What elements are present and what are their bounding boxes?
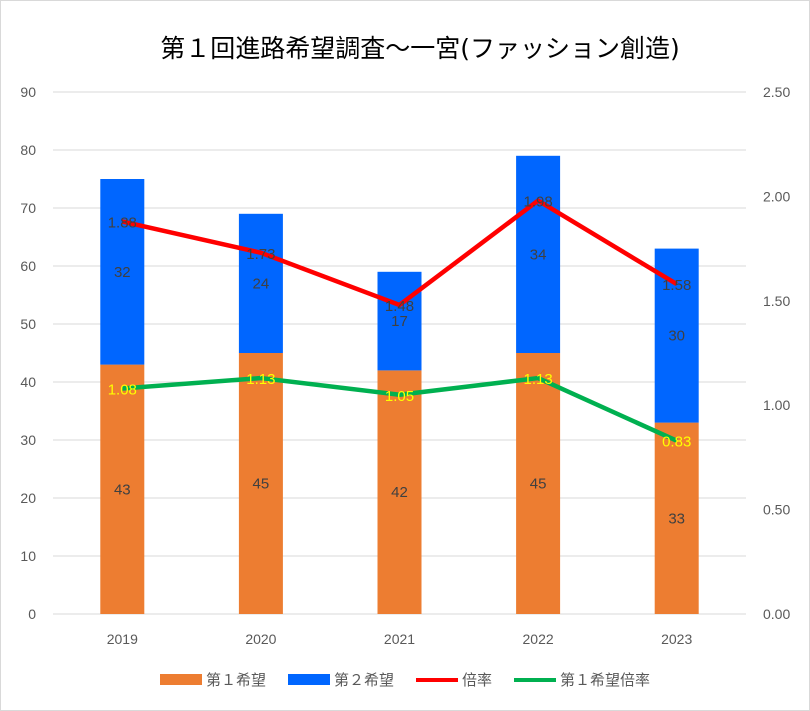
line-data-label: 1.48: [385, 298, 414, 315]
legend-swatch: [287, 674, 330, 685]
bar-data-label: 45: [530, 476, 547, 493]
y2-tick-label: 1.50: [763, 293, 790, 309]
legend-item: 第１希望: [159, 669, 266, 690]
bar: [377, 370, 422, 614]
x-tick-label: 2020: [245, 631, 276, 647]
bar: [377, 271, 422, 371]
bar: [238, 213, 283, 353]
legend-swatch: [416, 677, 458, 682]
line-series: [121, 198, 678, 308]
bar-data-label: 34: [530, 246, 547, 263]
y-tick-label: 90: [20, 84, 36, 100]
bar-data-label: 17: [391, 313, 408, 330]
x-tick-label: 2019: [107, 631, 138, 647]
x-tick-label: 2022: [523, 631, 554, 647]
bar-data-label: 24: [253, 275, 270, 292]
legend-label: 倍率: [462, 671, 493, 689]
line-series: [122, 375, 678, 443]
y2-tick-label: 2.00: [763, 188, 790, 204]
y-tick-label: 0: [28, 606, 36, 622]
y-tick-label: 40: [20, 374, 36, 390]
y-tick-label: 50: [20, 316, 36, 332]
bar-data-label: 33: [668, 510, 685, 527]
y2-tick-label: 2.50: [763, 84, 790, 100]
y-tick-label: 20: [20, 490, 36, 506]
line-data-label: 1.13: [246, 371, 275, 388]
bar-data-label: 45: [253, 476, 270, 493]
bar-data-label: 42: [391, 484, 408, 501]
line-data-label: 1.13: [523, 371, 552, 388]
legend-item: 倍率: [416, 669, 492, 690]
legend: 第１希望 第２希望 倍率 第１希望倍率: [1, 669, 809, 690]
y-tick-label: 60: [20, 258, 36, 274]
bar-data-label: 30: [668, 328, 685, 345]
bar: [100, 364, 145, 614]
y2-tick-label: 0.50: [763, 502, 790, 518]
line-data-label: 0.83: [662, 434, 691, 451]
legend-label: 第２希望: [333, 671, 394, 689]
y-tick-label: 70: [20, 200, 36, 216]
line-data-label: 1.88: [108, 214, 137, 231]
y-tick-label: 80: [20, 142, 36, 158]
chart-title: 第１回進路希望調査～一宮(ファッション創造): [160, 34, 680, 63]
line-data-label: 1.08: [108, 381, 137, 398]
bar: [654, 422, 699, 614]
legend-swatch: [514, 677, 557, 682]
y2-tick-label: 0.00: [763, 606, 790, 622]
bar-data-label: 43: [114, 481, 131, 498]
bar: [516, 353, 561, 614]
line-data-label: 1.58: [662, 277, 691, 294]
x-tick-label: 2021: [384, 631, 415, 647]
legend-label: 第１希望: [205, 671, 266, 689]
legend-item: 第２希望: [287, 669, 394, 690]
legend-label: 第１希望倍率: [560, 671, 651, 689]
y-tick-label: 30: [20, 432, 36, 448]
legend-swatch: [159, 674, 202, 685]
line-data-label: 1.73: [246, 246, 275, 263]
legend-item: 第１希望倍率: [514, 669, 650, 690]
bar: [516, 155, 561, 353]
y-tick-label: 10: [20, 548, 36, 564]
bar: [238, 353, 283, 614]
x-tick-label: 2023: [661, 631, 692, 647]
y2-tick-label: 1.00: [763, 397, 790, 413]
line-data-label: 1.05: [385, 388, 414, 405]
bar-data-label: 32: [114, 264, 131, 281]
line-data-label: 1.98: [523, 194, 552, 211]
bar: [100, 179, 145, 365]
